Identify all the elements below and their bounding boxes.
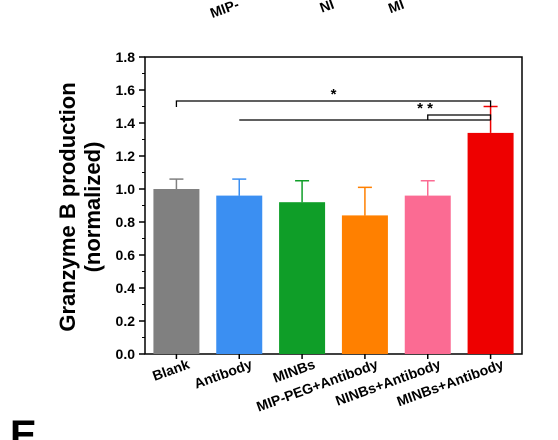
x-tick-label: Antibody [192, 356, 255, 392]
cropped-top-labels: MIP- NI MI [208, 0, 406, 21]
bar [216, 195, 263, 354]
significance-bracket [175, 100, 492, 107]
y-tick-label: 1.6 [116, 82, 136, 98]
bar [153, 189, 200, 354]
bar [279, 202, 326, 354]
y-tick-label: 1.2 [116, 148, 136, 164]
y-tick-label: 0.0 [116, 346, 136, 362]
y-axis-title-line2: (normalized) [80, 142, 105, 273]
y-axis-title-line1: Granzyme B production [55, 82, 80, 331]
significance-bracket [427, 114, 492, 120]
top-cropped-label: NI [317, 0, 336, 16]
top-cropped-label: MIP- [208, 0, 242, 21]
y-tick-label: 1.0 [116, 181, 136, 197]
bar [341, 215, 388, 354]
y-tick-label: 1.4 [116, 115, 136, 131]
y-tick-label: 0.2 [116, 313, 136, 329]
y-tick-label: 0.6 [116, 247, 136, 263]
axes: 0.0 0.2 0.4 0.6 0.8 1.0 1.2 1.4 1.6 1.8 [116, 49, 523, 362]
significance-brackets: * * * [175, 86, 492, 121]
bar [467, 132, 514, 354]
x-tick-label: Blank [150, 356, 191, 384]
significance-label: * [331, 86, 337, 103]
bar [404, 195, 451, 354]
top-cropped-label: MI [386, 0, 406, 16]
x-tick-labels: Blank Antibody MINBsMIP-PEG+AntibodyNINBs+… [150, 356, 506, 415]
bars [153, 132, 514, 354]
y-tick-label: 0.8 [116, 214, 136, 230]
x-tick-label: MINBs+Antibody [395, 356, 506, 410]
y-tick-label: 1.8 [116, 49, 136, 65]
y-axis-title: Granzyme B production (normalized) [55, 82, 105, 331]
significance-label: * * [417, 100, 433, 117]
panel-label: E [10, 413, 37, 440]
y-tick-label: 0.4 [116, 280, 136, 296]
